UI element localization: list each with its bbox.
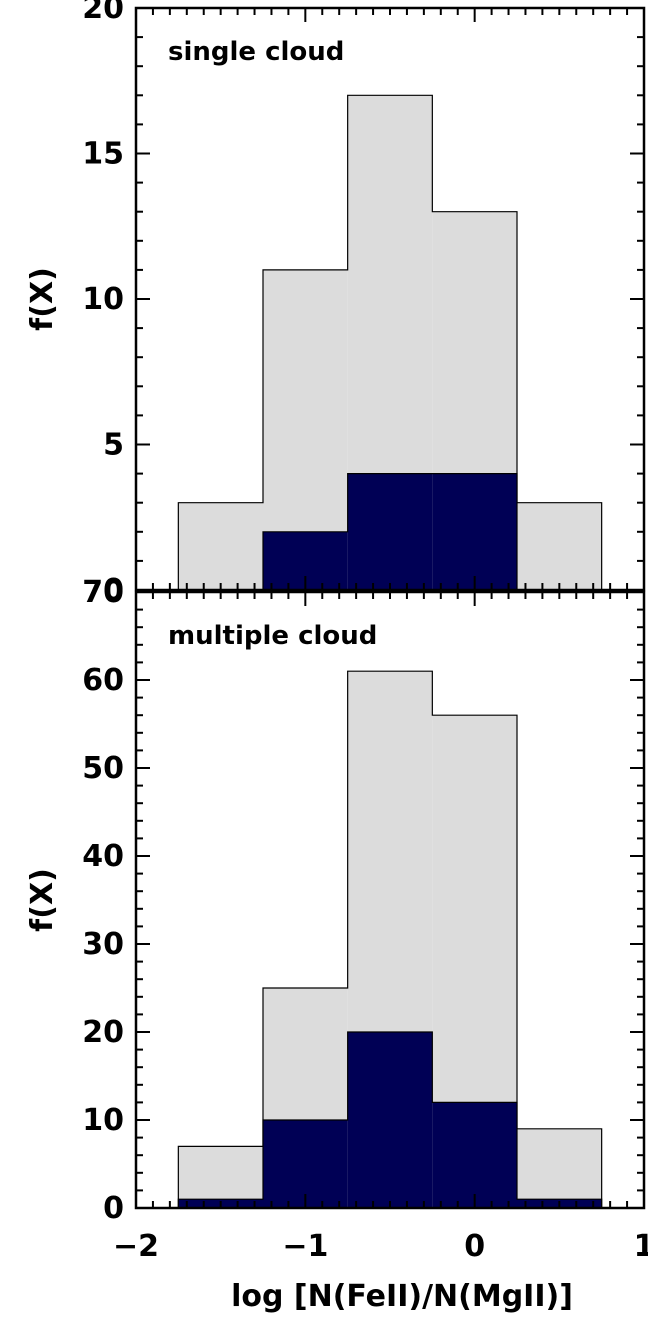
y-tick-label: 70 <box>82 575 124 610</box>
y-tick-label: 20 <box>82 0 124 26</box>
y-tick-label: 30 <box>82 927 124 962</box>
panel-label: single cloud <box>168 37 344 67</box>
bar-total-4 <box>517 502 602 590</box>
y-tick-label: 40 <box>82 839 124 874</box>
x-tick-label: −1 <box>282 1229 328 1264</box>
y-tick-label: 10 <box>82 1103 124 1138</box>
histogram-outline-subset <box>177 1031 603 1208</box>
bar-subset-3 <box>432 1102 517 1208</box>
bar-total-0 <box>178 1146 263 1208</box>
y-tick-label: 5 <box>103 428 124 463</box>
y-tick-label: 20 <box>82 1015 124 1050</box>
bar-total-0 <box>178 502 263 590</box>
y-tick-label: 50 <box>82 751 124 786</box>
y-tick-label: 10 <box>82 282 124 317</box>
panel-multiple-cloud: 0 10 20 30 40 50 60 70 −2 −1 0 1 multiple cloud f(X) <box>25 575 648 1264</box>
histogram-outline-total <box>177 94 603 590</box>
histogram-outline-subset <box>178 473 602 591</box>
y-axis-title: f(X) <box>25 267 60 331</box>
bar-subset-3 <box>432 473 517 590</box>
x-axis-title: log [N(FeII)/N(MgII)] <box>231 1279 573 1314</box>
bar-subset-2 <box>347 1032 433 1208</box>
y-tick-label: 0 <box>103 573 124 608</box>
x-tick-label: 0 <box>464 1229 485 1264</box>
bar-subset-1 <box>263 1120 348 1208</box>
bar-total-4 <box>517 1128 602 1208</box>
panel-single-cloud: 0 5 10 15 20 single cloud f(X) <box>25 0 646 608</box>
panel-label: multiple cloud <box>168 621 377 651</box>
y-axis-title: f(X) <box>25 868 60 932</box>
bar-subset-2 <box>347 473 433 590</box>
histogram-outline-total <box>177 670 603 1208</box>
y-tick-label: 60 <box>82 663 124 698</box>
x-tick-label: 1 <box>634 1229 648 1264</box>
x-tick-label: −2 <box>113 1229 159 1264</box>
y-tick-label: 15 <box>82 137 124 172</box>
y-tick-label: 0 <box>103 1191 124 1226</box>
